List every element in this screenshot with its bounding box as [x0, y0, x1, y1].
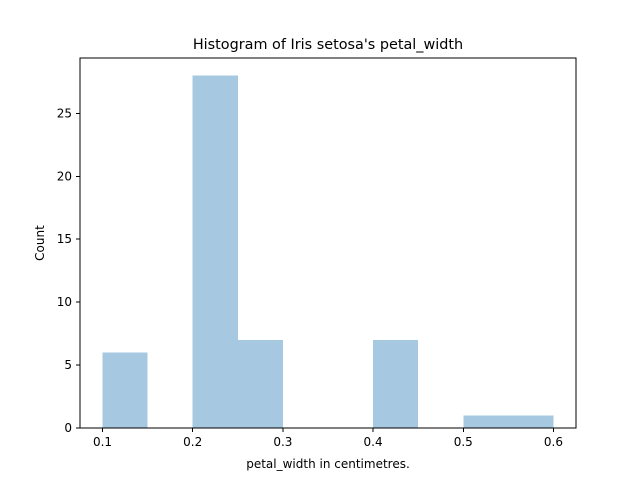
y-tick-label: 0	[64, 421, 72, 435]
plot-area-frame	[79, 57, 577, 429]
x-tick-label: 0.3	[273, 435, 292, 449]
x-tick-label: 0.6	[544, 435, 563, 449]
histogram-bar	[237, 339, 283, 428]
histogram-bar	[463, 415, 509, 428]
histogram-bar	[508, 415, 554, 428]
y-tick-label: 10	[57, 295, 72, 309]
y-tick-label: 15	[57, 232, 72, 246]
y-tick-label: 25	[57, 106, 72, 120]
y-tick-label: 20	[57, 169, 72, 183]
x-axis-ticks: 0.1 0.2 0.3 0.4 0.5 0.6	[93, 428, 563, 449]
y-axis-ticks: 0 5 10 15 20 25	[57, 106, 80, 435]
x-tick-label: 0.2	[183, 435, 202, 449]
x-tick-label: 0.1	[93, 435, 112, 449]
x-tick-label: 0.5	[454, 435, 473, 449]
y-axis-label: Count	[33, 225, 47, 261]
bars-group	[102, 75, 554, 428]
histogram-bar	[192, 75, 238, 428]
histogram-bar	[373, 339, 419, 428]
x-tick-label: 0.4	[364, 435, 383, 449]
y-tick-label: 5	[64, 358, 72, 372]
x-axis-label: petal_width in centimetres.	[246, 457, 410, 471]
chart-title: Histogram of Iris setosa's petal_width	[193, 37, 463, 53]
histogram-bar	[102, 352, 148, 428]
